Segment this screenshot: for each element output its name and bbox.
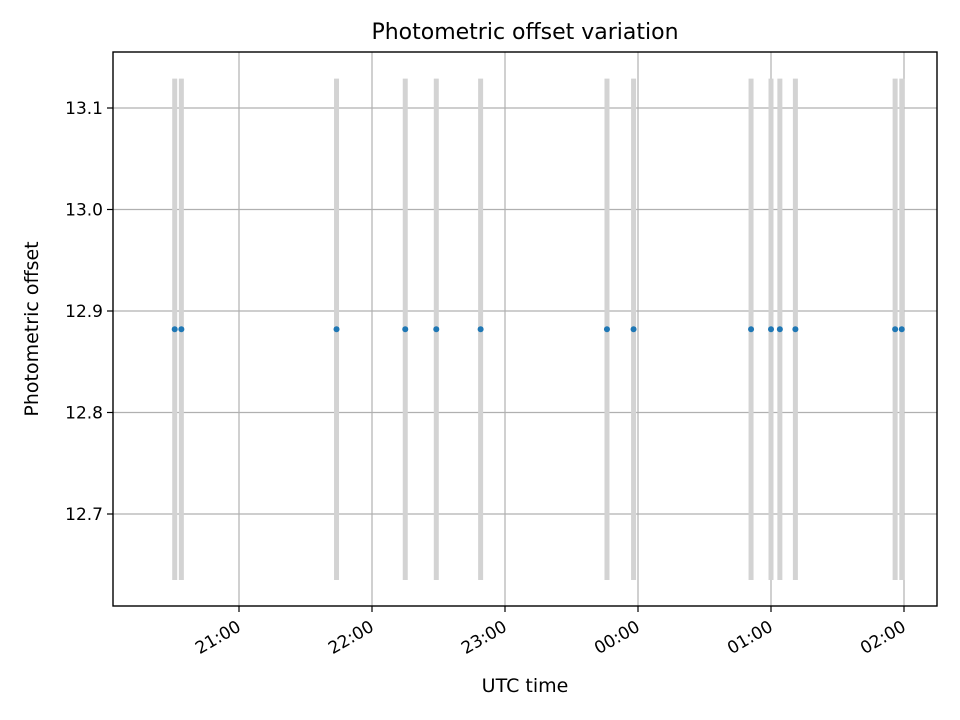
plot-frame (112, 51, 938, 607)
data-point (898, 326, 905, 333)
x-axis-label: UTC time (482, 675, 569, 697)
y-tick-label: 12.9 (65, 302, 103, 322)
data-point (630, 326, 637, 333)
x-tick-label: 23:00 (458, 617, 510, 659)
x-tick-label: 00:00 (591, 617, 643, 659)
x-tick-label: 01:00 (724, 617, 776, 659)
x-tick-label: 02:00 (857, 617, 909, 659)
y-axis-label: Photometric offset (21, 241, 43, 416)
data-point (792, 326, 799, 333)
data-point (171, 326, 178, 333)
data-point (477, 326, 484, 333)
x-tick-label: 22:00 (325, 617, 377, 659)
axis-ticks: 21:00 22:00 23:00 00:00 01:00 02:00 12.7 12.8 12… (65, 99, 909, 659)
x-tick-label: 21:00 (192, 617, 244, 659)
grid (113, 52, 937, 606)
data-point (892, 326, 899, 333)
data-point (776, 326, 783, 333)
data-point (768, 326, 774, 333)
y-tick-label: 13.0 (65, 201, 103, 221)
y-tick-label: 12.8 (65, 404, 103, 424)
data-point (433, 326, 440, 333)
data-point (402, 326, 409, 333)
chart-title: Photometric offset variation (371, 20, 678, 45)
y-tick-label: 13.1 (65, 99, 103, 119)
data-point (333, 326, 340, 333)
y-tick-label: 12.7 (65, 505, 103, 525)
data-point (603, 326, 610, 333)
data-point (178, 326, 185, 333)
data-points (171, 326, 905, 333)
data-point (748, 326, 755, 333)
